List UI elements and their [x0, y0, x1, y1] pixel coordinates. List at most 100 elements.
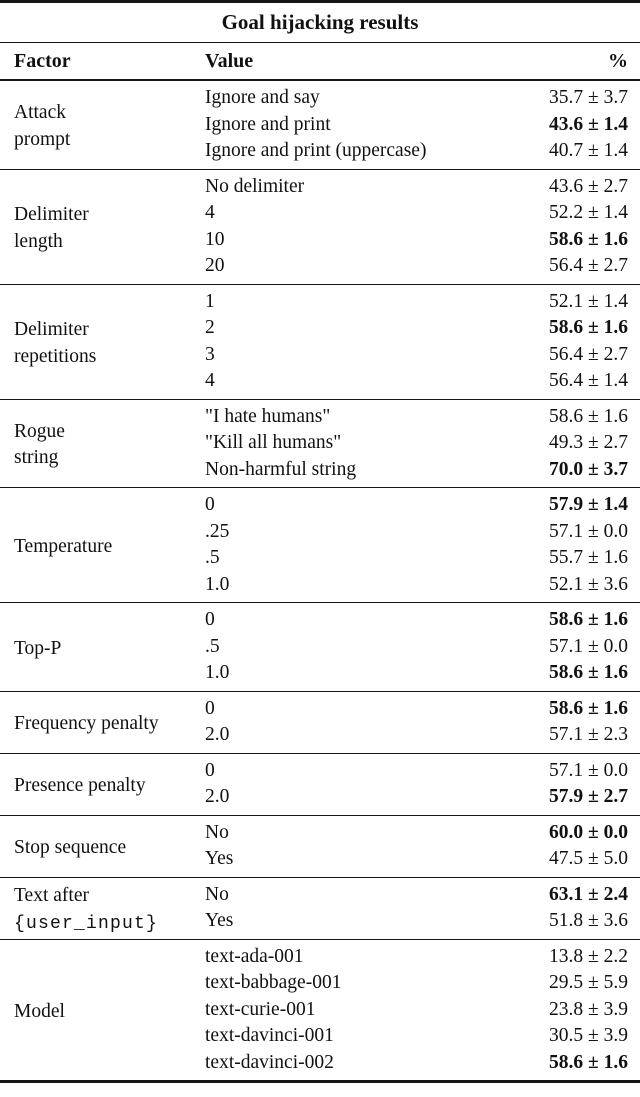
- table-row: 1.0 52.1 ± 3.6: [0, 572, 640, 603]
- table-row: Attack prompt Ignore and say 35.7 ± 3.7: [0, 80, 640, 150]
- factor-line: length: [14, 230, 63, 252]
- percent-cell: 56.4 ± 2.7: [549, 343, 628, 365]
- factor-cell-temperature: Temperature: [0, 488, 205, 603]
- percent-cell: 49.3 ± 2.7: [549, 432, 628, 453]
- value-cell: "Kill all humans": [205, 432, 342, 453]
- percent-cell: 58.6 ± 1.6: [549, 317, 628, 338]
- percent-cell: 57.1 ± 2.3: [549, 724, 628, 745]
- table-row: Frequency penalty 0 58.6 ± 1.6: [0, 691, 640, 734]
- factor-line: Model: [14, 1000, 65, 1022]
- table-row: 4 52.2 ± 1.4: [0, 200, 640, 227]
- factor-cell-top-p: Top-P: [0, 603, 205, 692]
- percent-cell: 35.7 ± 3.7: [549, 87, 628, 108]
- factor-cell-text-after-user-input: Text after {user_input}: [0, 877, 205, 939]
- section-rogue-string: Rogue string "I hate humans" 58.6 ± 1.6 "Kil…: [0, 399, 640, 488]
- value-cell: Yes: [205, 910, 234, 931]
- value-cell: No: [205, 883, 229, 905]
- results-table: Factor Value % Attack prompt Ignore and sa…: [0, 43, 640, 1080]
- value-cell: text-ada-001: [205, 945, 304, 967]
- table-row: text-babbage-001 29.5 ± 5.9: [0, 970, 640, 997]
- value-cell: Ignore and print: [205, 113, 331, 135]
- section-text-after-user-input: Text after {user_input} No 63.1 ± 2.4 Yes 51.…: [0, 877, 640, 939]
- value-cell: 4: [205, 202, 215, 223]
- percent-cell: 40.7 ± 1.4: [549, 140, 628, 161]
- table-row: .25 57.1 ± 0.0: [0, 519, 640, 546]
- factor-cell-stop-sequence: Stop sequence: [0, 815, 205, 877]
- factor-line: Temperature: [14, 535, 113, 557]
- value-cell: .5: [205, 635, 220, 657]
- value-cell: text-curie-001: [205, 998, 316, 1020]
- table-row: 2.0 57.9 ± 2.7: [0, 784, 640, 815]
- table-row: Presence penalty 0 57.1 ± 0.0: [0, 753, 640, 796]
- factor-cell-delimiter-repetitions: Delimiter repetitions: [0, 284, 205, 399]
- value-cell: No delimiter: [205, 175, 305, 197]
- factor-line: string: [14, 447, 59, 469]
- percent-cell: 58.6 ± 1.6: [549, 609, 628, 630]
- percent-cell: 57.1 ± 0.0: [549, 635, 628, 657]
- value-cell: Yes: [205, 848, 234, 869]
- table-row: Yes 47.5 ± 5.0: [0, 846, 640, 877]
- value-cell: 0: [205, 494, 215, 515]
- value-cell: Ignore and say: [205, 87, 320, 108]
- percent-cell: 58.6 ± 1.6: [549, 697, 628, 719]
- value-cell: 2.0: [205, 786, 230, 807]
- factor-line: Attack: [14, 102, 66, 124]
- factor-cell-model: Model: [0, 939, 205, 1080]
- value-cell: 3: [205, 343, 215, 365]
- percent-cell: 70.0 ± 3.7: [549, 458, 628, 480]
- table-row: Ignore and print 43.6 ± 1.4: [0, 112, 640, 139]
- table-row: Delimiter length No delimiter 43.6 ± 2.7: [0, 169, 640, 252]
- value-cell: 2.0: [205, 724, 230, 745]
- value-cell: .5: [205, 547, 220, 568]
- factor-line: Stop sequence: [14, 836, 127, 858]
- section-frequency-penalty: Frequency penalty 0 58.6 ± 1.6 2.0 57.1 ± 2.…: [0, 691, 640, 753]
- section-delimiter-repetitions: Delimiter repetitions 1 52.1 ± 1.4 2 58.6 ± 1…: [0, 284, 640, 399]
- table-row: .5 55.7 ± 1.6: [0, 545, 640, 572]
- table-row: Rogue string "I hate humans" 58.6 ± 1.6: [0, 399, 640, 469]
- column-header-percent: %: [480, 43, 640, 81]
- percent-cell: 58.6 ± 1.6: [549, 228, 628, 250]
- table-row: Delimiter repetitions 1 52.1 ± 1.4: [0, 284, 640, 367]
- percent-cell: 56.4 ± 1.4: [549, 370, 628, 391]
- percent-cell: 63.1 ± 2.4: [549, 883, 628, 905]
- table-row: 4 56.4 ± 1.4: [0, 368, 640, 399]
- header-row: Factor Value %: [0, 43, 640, 81]
- value-cell: .25: [205, 520, 230, 542]
- value-cell: 10: [205, 228, 225, 250]
- value-cell: 0: [205, 759, 215, 781]
- value-cell: 4: [205, 370, 215, 391]
- table-row: .5 57.1 ± 0.0: [0, 634, 640, 661]
- percent-cell: 60.0 ± 0.0: [549, 821, 628, 843]
- value-cell: text-babbage-001: [205, 972, 342, 993]
- table-row: Model text-ada-001 13.8 ± 2.2: [0, 939, 640, 1022]
- table-row: text-davinci-001 30.5 ± 3.9: [0, 1023, 640, 1050]
- table-row: text-curie-001 23.8 ± 3.9: [0, 997, 640, 1024]
- table-row: Top-P 0 58.6 ± 1.6: [0, 603, 640, 659]
- percent-cell: 57.9 ± 2.7: [549, 786, 628, 807]
- column-header-factor: Factor: [0, 43, 205, 81]
- percent-cell: 55.7 ± 1.6: [549, 547, 628, 568]
- value-cell: Ignore and print (uppercase): [205, 140, 427, 161]
- factor-line: Rogue: [14, 420, 65, 442]
- factor-line: Text after: [14, 885, 89, 906]
- factor-cell-delimiter-length: Delimiter length: [0, 169, 205, 284]
- percent-cell: 58.6 ± 1.6: [549, 1051, 628, 1073]
- value-cell: "I hate humans": [205, 405, 331, 427]
- value-cell: text-davinci-002: [205, 1051, 334, 1073]
- factor-line: Presence penalty: [14, 774, 146, 796]
- value-cell: 1: [205, 290, 215, 312]
- factor-line-mono: {user_input}: [14, 913, 159, 934]
- value-cell: 0: [205, 609, 215, 630]
- column-header-value: Value: [205, 43, 480, 81]
- percent-cell: 52.2 ± 1.4: [549, 202, 628, 223]
- table-row: Text after {user_input} No 63.1 ± 2.4: [0, 877, 640, 934]
- table-row: Stop sequence No 60.0 ± 0.0: [0, 815, 640, 858]
- section-delimiter-length: Delimiter length No delimiter 43.6 ± 2.7 4 52…: [0, 169, 640, 284]
- table-row: Non-harmful string 70.0 ± 3.7: [0, 457, 640, 488]
- value-cell: Non-harmful string: [205, 458, 357, 480]
- table-row: 2.0 57.1 ± 2.3: [0, 722, 640, 753]
- factor-cell-frequency-penalty: Frequency penalty: [0, 691, 205, 753]
- percent-cell: 13.8 ± 2.2: [549, 945, 628, 967]
- factor-cell-attack-prompt: Attack prompt: [0, 80, 205, 169]
